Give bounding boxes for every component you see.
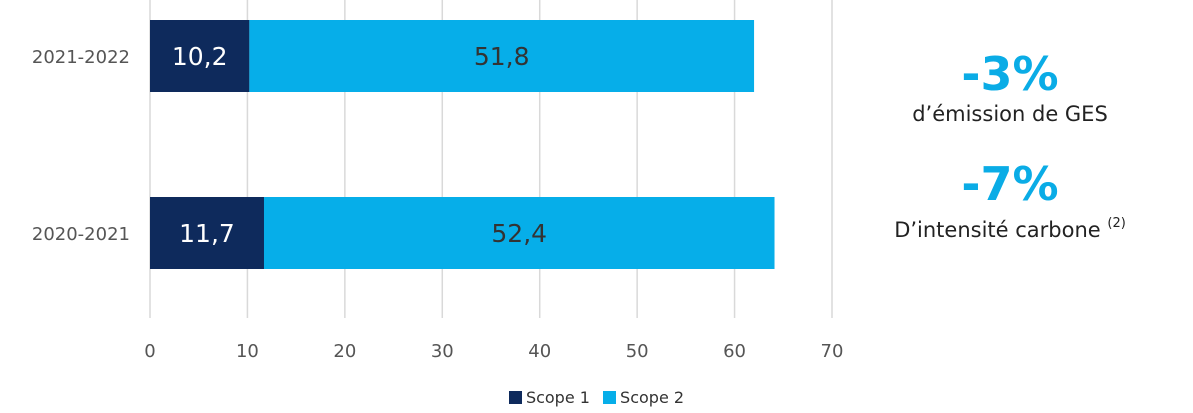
x-tick-label-60: 60 — [723, 341, 746, 362]
stat-carbon-value: -7% — [961, 157, 1059, 211]
x-tick-label-50: 50 — [626, 341, 649, 362]
bar-scope-2-2021-2022 — [249, 20, 755, 92]
data-label-scope-1-2021-2022: 10,2 — [172, 42, 228, 71]
data-label-scope-2-2020-2021: 52,4 — [491, 219, 547, 248]
stat-ges: -3% d’émission de GES — [840, 48, 1180, 128]
x-tick-label-30: 30 — [431, 341, 454, 362]
x-tick-label-0: 0 — [144, 341, 155, 362]
legend-item-scope-1: Scope 1 — [508, 388, 590, 407]
bar-scope-2-2020-2021 — [263, 197, 775, 269]
legend-label-scope-1: Scope 1 — [525, 388, 590, 407]
data-label-scope-2-2021-2022: 51,8 — [474, 42, 530, 71]
x-tick-label-70: 70 — [821, 341, 844, 362]
stat-carbon-caption-text: D’intensité carbone — [894, 218, 1101, 242]
legend-item-scope-2: Scope 2 — [603, 388, 684, 407]
stat-ges-value: -3% — [961, 47, 1059, 101]
bar-scope-1-2020-2021 — [150, 197, 264, 269]
legend-swatch-scope-1 — [508, 391, 522, 404]
stat-carbon-footnote: (2) — [1107, 216, 1126, 231]
data-label-scope-1-2020-2021: 11,7 — [179, 219, 235, 248]
legend: Scope 1 Scope 2 — [0, 388, 1193, 407]
legend-swatch-scope-2 — [603, 391, 617, 404]
x-tick-label-40: 40 — [528, 341, 551, 362]
bar-scope-1-2021-2022 — [150, 20, 250, 92]
x-tick-label-20: 20 — [333, 341, 356, 362]
legend-label-scope-2: Scope 2 — [620, 388, 685, 407]
x-tick-label-10: 10 — [236, 341, 259, 362]
stat-ges-caption: d’émission de GES — [840, 100, 1180, 128]
stat-carbon-caption: D’intensité carbone (2) — [840, 210, 1180, 244]
stat-carbon: -7% D’intensité carbone (2) — [840, 158, 1180, 244]
stat-ges-caption-text: d’émission de GES — [912, 102, 1108, 126]
category-label-2021-2022: 2021-2022 — [32, 47, 130, 68]
category-label-2020-2021: 2020-2021 — [32, 224, 130, 245]
